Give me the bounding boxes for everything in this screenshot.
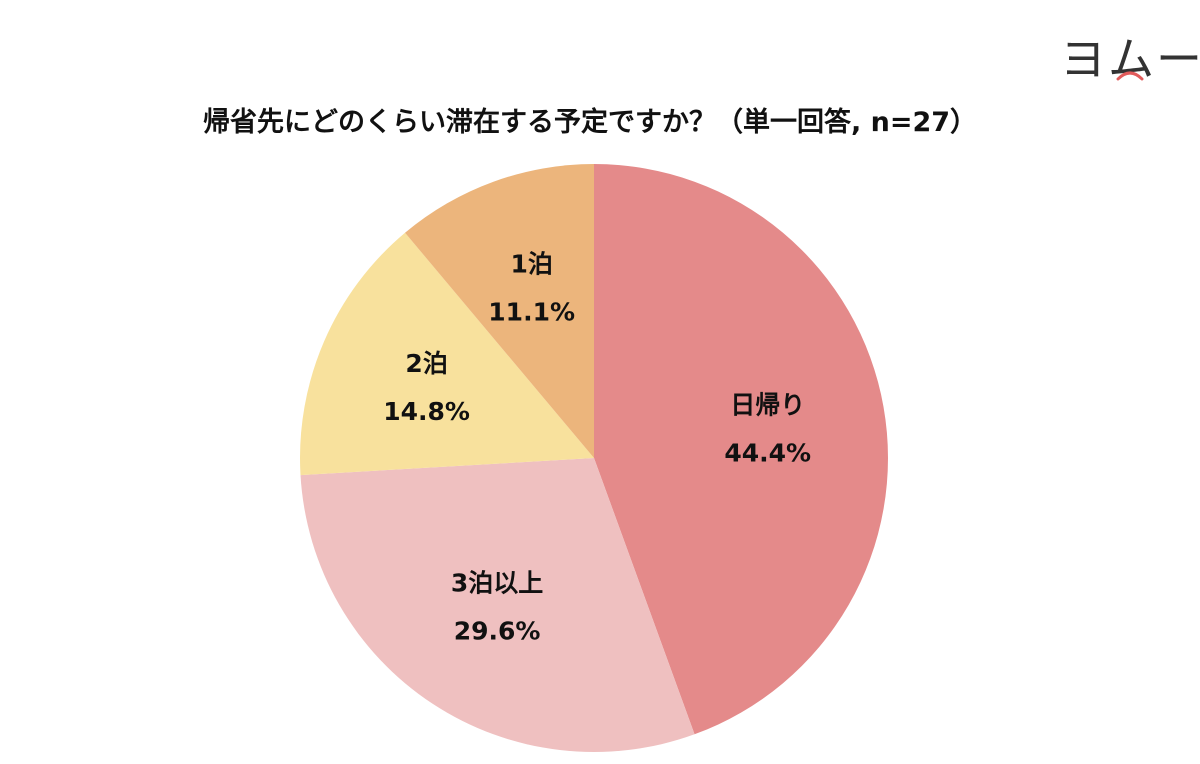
- pie-slice-3: [300, 232, 594, 476]
- chart-title: 帰省先にどのくらい滞在する予定ですか？（単一回答, n=27）: [203, 106, 977, 138]
- pie-labels: 日帰り 44.4% 3泊以上 29.6% 2泊 14.8% 1泊 11.1%: [383, 250, 811, 646]
- brand-logo-text: ヨムーノ: [1060, 32, 1200, 86]
- pie-slice-4: [405, 164, 594, 458]
- brand-logo: ヨムーノ: [1060, 32, 1200, 86]
- pie-slice-label-3: 2泊: [405, 349, 447, 378]
- pie-slice-value-1: 44.4%: [724, 438, 811, 467]
- pie-slices: [300, 164, 888, 752]
- pie-slice-1: [594, 164, 888, 735]
- pie-slice-label-4: 1泊: [510, 250, 552, 279]
- pie-slice-label-2: 3泊以上: [451, 568, 543, 597]
- pie-slice-2: [300, 458, 695, 752]
- brand-logo-accent-arc: [1116, 71, 1144, 81]
- pie-slice-value-3: 14.8%: [383, 397, 470, 426]
- pie-slice-value-2: 29.6%: [454, 616, 541, 645]
- pie-slice-value-4: 11.1%: [488, 298, 575, 327]
- pie-slice-label-1: 日帰り: [730, 390, 805, 419]
